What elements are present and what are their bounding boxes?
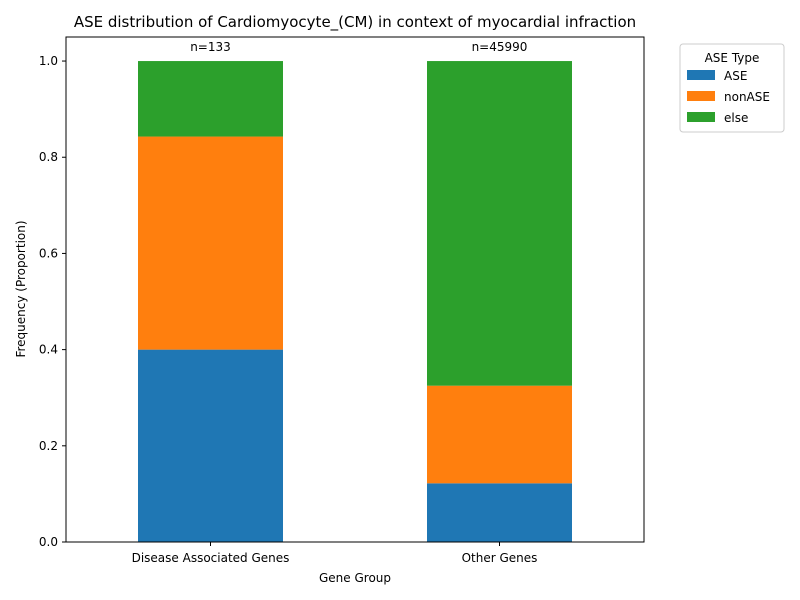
x-tick-label-0: Disease Associated Genes	[132, 551, 290, 565]
bar-else-1	[427, 61, 572, 386]
legend-title: ASE Type	[705, 51, 760, 65]
y-tick-label-3: 0.6	[39, 246, 58, 260]
legend-swatch-nonase	[687, 91, 715, 101]
count-labels-group: n=133 n=45990	[190, 40, 527, 54]
bar-nonase-0	[138, 136, 283, 350]
x-axis: Disease Associated Genes Other Genes	[132, 542, 538, 565]
x-axis-label: Gene Group	[319, 571, 391, 585]
bar-ase-0	[138, 349, 283, 542]
y-axis: 0.0 0.2 0.4 0.6 0.8 1.0	[39, 54, 66, 549]
y-tick-label-2: 0.4	[39, 343, 58, 357]
bar-else-0	[138, 61, 283, 137]
y-axis-label: Frequency (Proportion)	[14, 220, 28, 357]
legend-label-else: else	[724, 111, 748, 125]
y-tick-label-4: 0.8	[39, 150, 58, 164]
legend-swatch-else	[687, 112, 715, 122]
y-tick-label-1: 0.2	[39, 439, 58, 453]
bars-group	[138, 61, 572, 542]
count-label-0: n=133	[190, 40, 231, 54]
bar-nonase-1	[427, 385, 572, 484]
legend-label-nonase: nonASE	[724, 90, 770, 104]
x-tick-label-1: Other Genes	[462, 551, 538, 565]
legend-swatch-ase	[687, 70, 715, 80]
y-tick-label-5: 1.0	[39, 54, 58, 68]
y-tick-label-0: 0.0	[39, 535, 58, 549]
plot-frame	[65, 36, 645, 543]
chart-title: ASE distribution of Cardiomyocyte_(CM) i…	[74, 13, 636, 32]
legend-label-ase: ASE	[724, 69, 747, 83]
legend-frame	[679, 43, 785, 133]
count-label-1: n=45990	[472, 40, 528, 54]
legend: ASE Type ASE nonASE else	[679, 43, 785, 133]
bar-ase-1	[427, 483, 572, 542]
